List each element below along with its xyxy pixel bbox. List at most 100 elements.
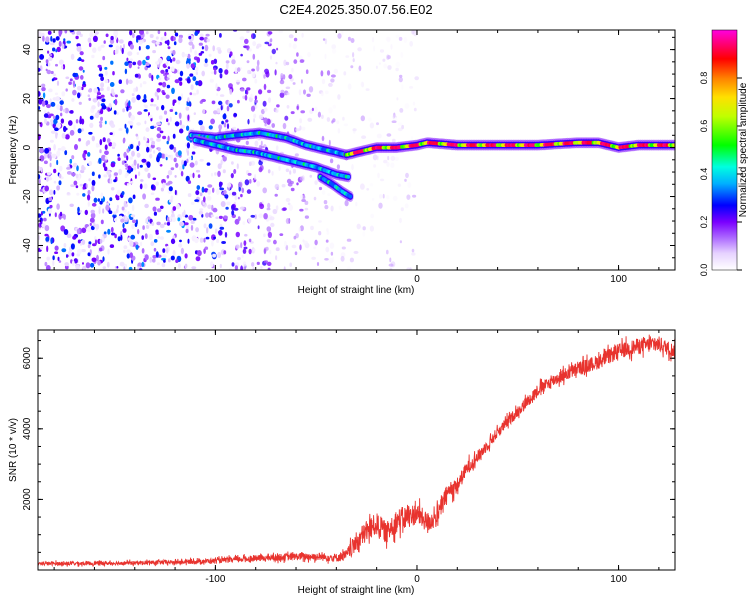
noise-speckle bbox=[244, 179, 250, 186]
noise-speckle bbox=[223, 215, 228, 220]
noise-speckle bbox=[237, 257, 241, 261]
noise-speckle bbox=[177, 150, 182, 156]
noise-speckle bbox=[109, 82, 115, 87]
noise-speckle bbox=[256, 261, 260, 265]
noise-speckle bbox=[160, 187, 164, 192]
noise-speckle bbox=[231, 59, 236, 65]
noise-speckle bbox=[392, 195, 398, 201]
noise-speckle bbox=[328, 139, 331, 146]
noise-speckle bbox=[242, 248, 247, 254]
noise-speckle bbox=[308, 86, 314, 93]
noise-speckle bbox=[263, 248, 267, 255]
noise-speckle bbox=[226, 123, 230, 130]
noise-speckle bbox=[219, 94, 225, 97]
noise-speckle bbox=[190, 63, 195, 69]
noise-speckle bbox=[275, 109, 279, 113]
noise-speckle bbox=[70, 243, 75, 250]
noise-speckle bbox=[305, 69, 309, 74]
noise-speckle bbox=[172, 206, 177, 211]
noise-speckle bbox=[51, 78, 55, 82]
noise-speckle bbox=[142, 81, 147, 85]
noise-speckle bbox=[49, 189, 54, 196]
noise-speckle bbox=[126, 57, 129, 62]
noise-speckle bbox=[91, 105, 96, 110]
noise-speckle bbox=[387, 55, 391, 60]
noise-speckle bbox=[182, 164, 185, 170]
noise-speckle bbox=[195, 256, 201, 262]
noise-speckle bbox=[71, 172, 76, 177]
noise-speckle bbox=[263, 213, 268, 220]
noise-speckle bbox=[174, 79, 180, 84]
noise-speckle bbox=[194, 160, 198, 166]
noise-speckle bbox=[324, 53, 327, 60]
noise-speckle bbox=[82, 265, 87, 270]
noise-speckle bbox=[163, 110, 168, 115]
noise-speckle bbox=[113, 30, 119, 37]
noise-speckle bbox=[210, 214, 215, 217]
noise-speckle bbox=[60, 146, 66, 152]
noise-speckle bbox=[44, 147, 50, 154]
noise-speckle bbox=[175, 162, 179, 168]
noise-speckle bbox=[378, 202, 383, 209]
noise-speckle bbox=[394, 156, 399, 161]
noise-speckle bbox=[172, 49, 176, 56]
noise-speckle bbox=[45, 36, 50, 43]
noise-speckle bbox=[391, 120, 397, 123]
noise-speckle bbox=[153, 124, 157, 127]
noise-speckle bbox=[400, 207, 404, 212]
noise-speckle bbox=[58, 30, 62, 37]
noise-speckle bbox=[96, 96, 102, 100]
noise-speckle bbox=[138, 46, 141, 51]
noise-speckle bbox=[75, 264, 80, 270]
noise-speckle bbox=[82, 81, 86, 85]
noise-speckle bbox=[68, 81, 72, 85]
noise-speckle bbox=[69, 30, 75, 33]
noise-speckle bbox=[306, 93, 311, 98]
noise-speckle bbox=[347, 36, 351, 41]
noise-speckle bbox=[124, 174, 128, 178]
noise-speckle bbox=[170, 255, 175, 261]
noise-speckle bbox=[94, 31, 99, 35]
noise-speckle bbox=[404, 203, 409, 209]
noise-speckle bbox=[152, 255, 157, 259]
noise-speckle bbox=[275, 145, 279, 151]
noise-speckle bbox=[174, 189, 177, 196]
noise-speckle bbox=[289, 262, 293, 267]
noise-speckle bbox=[376, 122, 379, 126]
noise-speckle bbox=[386, 195, 390, 200]
noise-speckle bbox=[244, 233, 248, 237]
noise-speckle bbox=[170, 195, 174, 201]
noise-speckle bbox=[38, 98, 43, 105]
noise-speckle bbox=[399, 108, 404, 113]
noise-speckle bbox=[110, 35, 114, 41]
noise-speckle bbox=[149, 34, 154, 38]
noise-speckle bbox=[107, 248, 110, 255]
noise-speckle bbox=[96, 92, 102, 96]
noise-speckle bbox=[186, 158, 189, 164]
noise-speckle bbox=[136, 94, 141, 101]
noise-speckle bbox=[59, 211, 63, 217]
noise-speckle bbox=[162, 182, 166, 189]
noise-speckle bbox=[240, 53, 243, 57]
noise-speckle bbox=[371, 198, 375, 201]
noise-speckle bbox=[222, 155, 227, 162]
noise-speckle bbox=[65, 88, 68, 92]
noise-speckle bbox=[189, 162, 195, 168]
noise-speckle bbox=[322, 38, 326, 41]
noise-speckle bbox=[286, 105, 290, 109]
noise-speckle bbox=[129, 30, 133, 36]
noise-speckle bbox=[276, 47, 279, 51]
noise-speckle bbox=[217, 163, 222, 170]
noise-speckle bbox=[231, 204, 235, 211]
noise-speckle bbox=[125, 78, 129, 85]
noise-speckle bbox=[74, 144, 78, 150]
noise-speckle bbox=[351, 164, 354, 171]
noise-speckle bbox=[43, 153, 47, 159]
noise-speckle bbox=[210, 261, 214, 268]
noise-speckle bbox=[237, 216, 241, 222]
noise-speckle bbox=[291, 67, 294, 73]
noise-speckle bbox=[146, 161, 151, 168]
noise-speckle bbox=[54, 212, 57, 218]
noise-speckle bbox=[223, 122, 227, 128]
noise-speckle bbox=[152, 104, 157, 107]
